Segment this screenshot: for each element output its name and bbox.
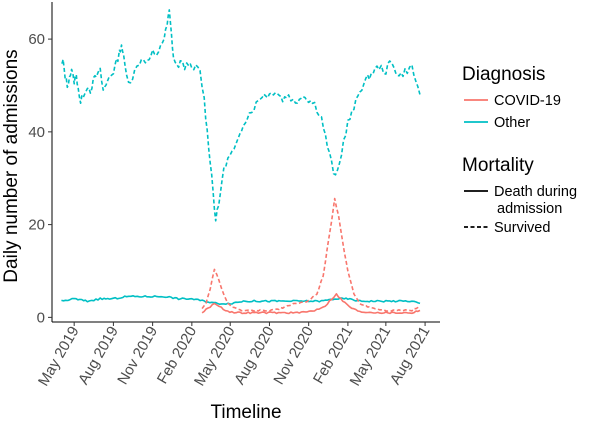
y-axis-title: Daily number of admissions [1, 49, 22, 282]
y-axis-ticks: 0 20 40 60 [28, 31, 52, 326]
legend-label: Other [494, 115, 530, 131]
legend-title: Diagnosis [462, 64, 545, 85]
y-tick-label: 20 [28, 217, 45, 234]
legend-label-line: Death during [494, 184, 577, 200]
legend-label: Death during admission [494, 184, 577, 217]
legend-label-line: COVID-19 [494, 93, 561, 109]
y-tick-label: 60 [28, 31, 45, 48]
series-line-covid-19-survived [201, 197, 421, 312]
legend-title: Mortality [462, 155, 534, 176]
legend-label: Survived [494, 220, 550, 236]
series-line-covid-19-death [201, 293, 421, 315]
legend-label-line: admission [497, 201, 562, 217]
legend: Diagnosis COVID-19 Other Mortality Death dur… [462, 64, 577, 236]
legend-label-line: Other [494, 115, 530, 131]
legend-label: COVID-19 [494, 93, 561, 109]
series-line-other-death [61, 295, 421, 305]
y-tick-label: 0 [37, 309, 45, 326]
x-axis-title: Timeline [210, 402, 281, 423]
x-tick-label: Aug 2021 [387, 324, 434, 388]
series-line-other-survived [61, 9, 421, 222]
y-tick-label: 40 [28, 124, 45, 141]
legend-label-line: Survived [494, 220, 550, 236]
series-layer [61, 9, 421, 315]
